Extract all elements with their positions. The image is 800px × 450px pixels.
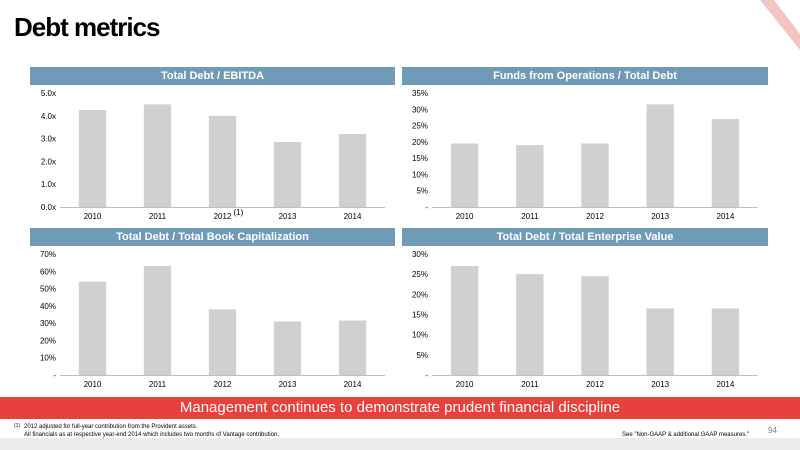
bar-2012 — [581, 143, 609, 207]
footnote-line-1: 2012 adjusted for full-year contribution… — [24, 424, 198, 430]
y-tick-label: 20% — [412, 138, 428, 147]
chart-title: Funds from Operations / Total Debt — [402, 67, 768, 85]
y-tick-label: 0.0x — [41, 203, 56, 212]
y-tick-label: 5% — [416, 187, 428, 196]
page-title: Debt metrics — [14, 12, 160, 42]
x-tick-label: 2014 — [344, 212, 362, 221]
chart-panel-debt-enterprise-value: Total Debt / Total Enterprise Value - 5% 1… — [402, 228, 768, 393]
chart-panel-debt-book-cap: Total Debt / Total Book Capitalization -… — [30, 228, 395, 393]
x-tick-label: 2010 — [456, 212, 474, 221]
footnote-line-2: All financials as at respective year-end… — [24, 432, 280, 438]
y-tick-label: - — [425, 371, 428, 380]
bar-2014 — [711, 119, 740, 207]
y-tick-label: 60% — [40, 267, 56, 276]
x-tick-label: 2011 — [521, 212, 539, 221]
y-tick-label: 20% — [40, 336, 56, 345]
x-tick-label: 2010 — [84, 380, 102, 389]
bar-2010 — [450, 266, 479, 375]
y-tick-label: 4.0x — [41, 112, 56, 121]
chart-debt-book-cap: - 10% 20% 30% 40% 50% 60% 70% 2010 2011 2012 2013 20… — [40, 250, 385, 389]
y-tick-label: 5.0x — [41, 89, 56, 98]
y-tick-label: 25% — [412, 122, 428, 131]
bar-2013 — [646, 104, 674, 207]
y-tick-label: 30% — [40, 319, 56, 328]
bar-2014 — [711, 308, 740, 375]
y-tick-label: 40% — [40, 302, 56, 311]
y-tick-label: 30% — [412, 105, 428, 114]
footer: (1) 2012 adjusted for full-year contribu… — [0, 421, 800, 450]
x-tick-label: 2012 — [214, 212, 232, 221]
y-tick-label: 35% — [412, 89, 428, 98]
bar-2010 — [78, 110, 107, 207]
x-tick-label: 2012 — [586, 212, 604, 221]
bar-2012 — [208, 309, 237, 375]
y-tick-label: 20% — [412, 290, 428, 299]
y-tick-label: - — [425, 203, 428, 212]
bar-2012 — [208, 115, 237, 207]
bar-2010 — [450, 143, 479, 207]
y-tick-label: - — [53, 371, 56, 380]
bar-2014 — [338, 320, 367, 375]
chart-panel-ffo-total-debt: Funds from Operations / Total Debt - 5% 10… — [402, 67, 768, 225]
y-tick-label: 25% — [412, 270, 428, 279]
bar-2011 — [516, 274, 544, 375]
x-tick-label: 2013 — [651, 380, 669, 389]
x-tick-label: 2012 — [214, 380, 232, 389]
x-tick-label: 2011 — [149, 212, 167, 221]
x-tick-label: 2011 — [521, 380, 539, 389]
bar-2014 — [338, 134, 367, 207]
x-tick-label: 2012 — [586, 380, 604, 389]
y-tick-label: 2.0x — [41, 157, 56, 166]
y-tick-label: 30% — [412, 250, 428, 259]
chart-title: Total Debt / Total Enterprise Value — [402, 228, 768, 246]
y-tick-label: 3.0x — [41, 135, 56, 144]
x-tick-label: 2014 — [717, 380, 735, 389]
x-tick-label: 2014 — [717, 212, 735, 221]
banner: Management continues to demonstrate prud… — [0, 397, 800, 419]
y-tick-label: 15% — [412, 154, 428, 163]
x-tick-label: 2011 — [149, 380, 167, 389]
y-tick-label: 10% — [412, 331, 428, 340]
bar-2013 — [273, 142, 302, 207]
corner-decoration — [760, 0, 800, 50]
y-tick-label: 70% — [40, 250, 56, 259]
chart-debt-enterprise-value: - 5% 10% 15% 20% 25% 30% 2010 2011 2012 2013 2014 — [412, 250, 758, 389]
y-tick-label: 10% — [40, 354, 56, 363]
x-tick-label: 2013 — [279, 380, 297, 389]
chart-panel-total-debt-ebitda: Total Debt / EBITDA 0.0x 1.0x 2.0x 3.0x 4.0x… — [30, 67, 395, 225]
chart-total-debt-ebitda: 0.0x 1.0x 2.0x 3.0x 4.0x 5.0x 2010 2011 2012 (1) 2… — [41, 89, 385, 221]
bar-2011 — [516, 145, 544, 207]
bar-2012 — [581, 276, 609, 375]
bar-2013 — [646, 308, 674, 375]
page-number: 94 — [768, 426, 777, 435]
y-tick-label: 15% — [412, 311, 428, 320]
footer-bar — [0, 438, 800, 450]
x-tick-label: 2013 — [279, 212, 297, 221]
chart-title: Total Debt / EBITDA — [30, 67, 395, 85]
y-tick-label: 5% — [416, 351, 428, 360]
x-tick-label: 2010 — [456, 380, 474, 389]
y-tick-label: 1.0x — [41, 180, 56, 189]
x-tick-footnote-marker: (1) — [234, 208, 244, 217]
x-tick-label: 2010 — [84, 212, 102, 221]
chart-title: Total Debt / Total Book Capitalization — [30, 228, 395, 246]
x-tick-label: 2014 — [344, 380, 362, 389]
footnote-marker: (1) — [14, 423, 21, 429]
footnote-non-gaap: See "Non-GAAP & additional GAAP measures… — [622, 432, 750, 438]
y-tick-label: 10% — [412, 170, 428, 179]
bar-2011 — [143, 266, 172, 375]
bar-2010 — [78, 281, 107, 375]
x-tick-label: 2013 — [651, 212, 669, 221]
chart-ffo-total-debt: - 5% 10% 15% 20% 25% 30% 35% 2010 2011 2012 2013 201… — [412, 89, 758, 221]
bar-2013 — [273, 321, 302, 375]
y-tick-label: 50% — [40, 285, 56, 294]
bar-2011 — [143, 104, 172, 207]
